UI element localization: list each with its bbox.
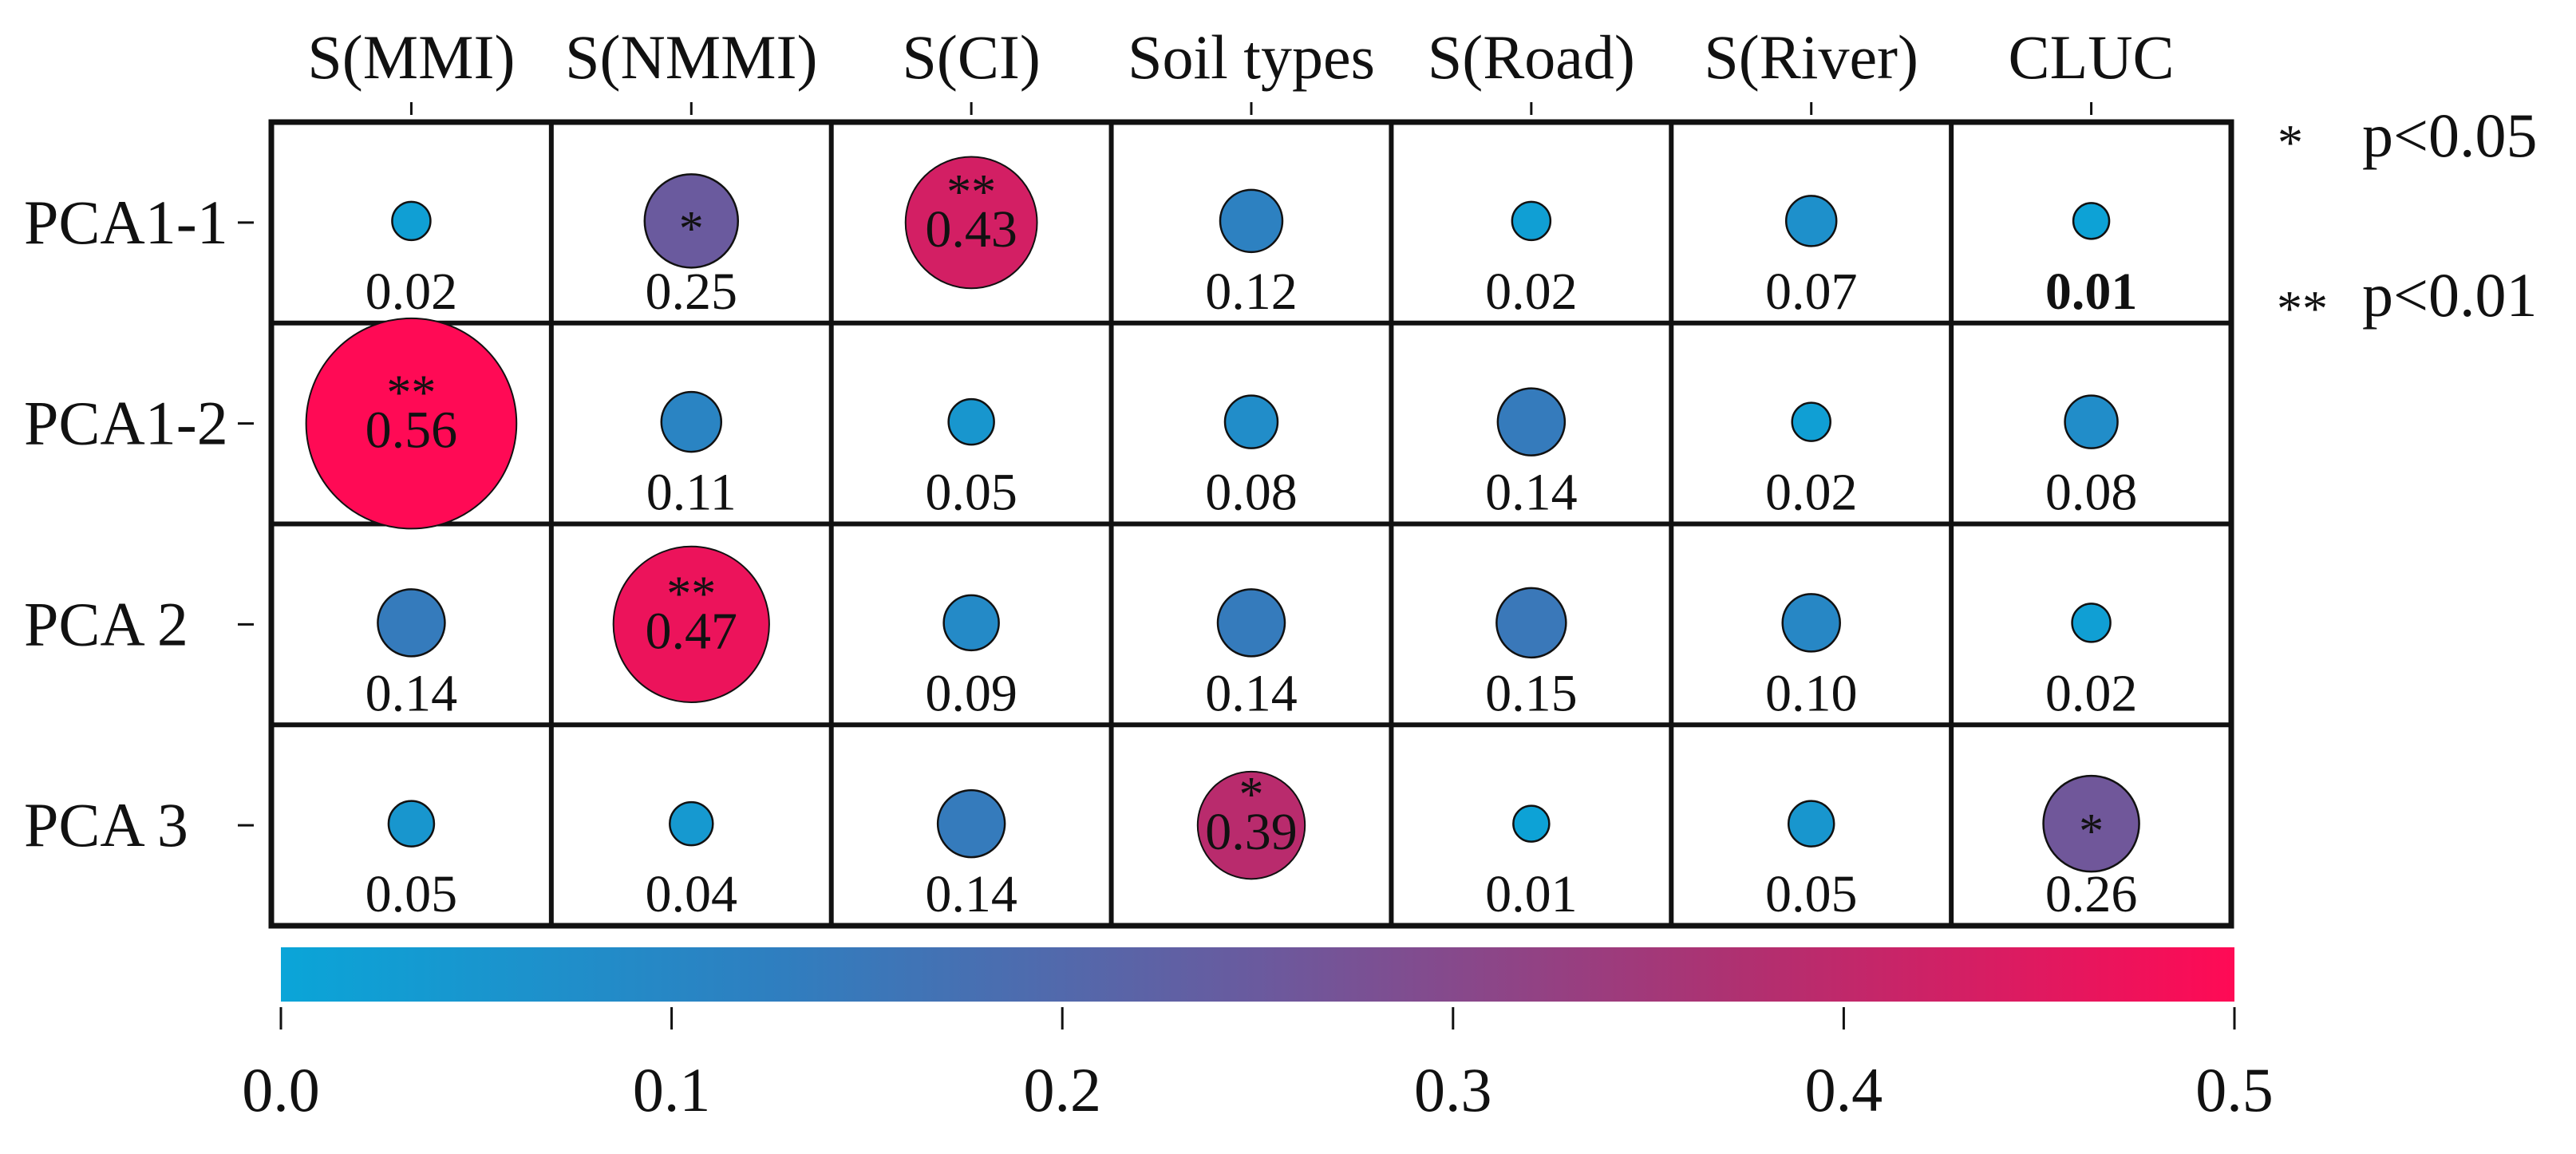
bubble [947,397,995,446]
bubble [1496,387,1567,456]
value-label: 0.14 [1485,464,1578,522]
bubble [377,588,446,658]
value-label: 0.04 [646,865,738,923]
value-label: 0.10 [1765,664,1858,722]
value-label: 0.02 [2045,664,2138,722]
bubble [942,594,1000,652]
value-label: 0.01 [1485,865,1578,923]
bubble [1512,804,1551,843]
value-label: 0.01 [2045,263,2138,321]
column-label: CLUC [2009,22,2175,92]
significance-marker: ** [666,567,716,621]
bubble [305,317,518,530]
value-label: 0.56 [365,401,458,460]
value-label: 0.43 [925,200,1017,259]
significance-marker: * [2079,804,2104,859]
column-label: S(MMI) [307,22,515,92]
colorbar-tick-label: 0.4 [1805,1055,1883,1124]
colorbar-tick-label: 0.0 [242,1055,320,1124]
bubble [936,788,1006,859]
column-label: S(Road) [1428,22,1635,92]
bubble [669,800,714,847]
bubble [2064,394,2119,449]
bubbles [305,156,2140,880]
value-label: 0.05 [1765,865,1858,923]
bubble [1781,593,1841,653]
bubble [387,800,436,848]
value-label: 0.14 [365,664,458,722]
bubble [643,173,740,269]
significance-legend: * p<0.05 ** p<0.01 [2277,101,2538,337]
value-label: 0.47 [646,602,738,660]
bubble [904,156,1038,290]
bubble [1216,588,1286,658]
value-label: 0.26 [2045,865,2138,923]
bubble [2071,603,2112,643]
colorbar-tick-label: 0.3 [1414,1055,1492,1124]
row-label: PCA1-2 [24,389,228,458]
colorbar-tick-label: 0.5 [2195,1055,2274,1124]
grid [268,119,2234,929]
bubble [391,200,432,242]
row-label: PCA 2 [24,589,188,658]
value-label: 0.15 [1485,664,1578,722]
significance-markers: ********* [386,165,2104,859]
bubble [660,390,723,453]
value-label: 0.02 [1765,464,1858,522]
bubble [612,545,770,703]
bubble [1223,394,1279,449]
column-label: S(River) [1704,22,1918,92]
value-label: 0.07 [1765,263,1858,321]
value-label: 0.39 [1205,803,1298,861]
colorbar: 0.0 0.1 0.2 0.3 0.4 0.5 [242,947,2274,1124]
bubble [1196,770,1306,880]
value-label: 0.02 [365,263,458,321]
value-label: 0.05 [925,464,1017,522]
legend-label-1: p<0.05 [2362,101,2538,170]
value-label: 0.11 [646,464,737,522]
bubble [1219,188,1284,254]
bubble [1495,587,1567,659]
value-label: 0.08 [1205,464,1298,522]
colorbar-tick-label: 0.1 [633,1055,711,1124]
value-label: 0.05 [365,865,458,923]
colorbar-tick-label: 0.2 [1023,1055,1101,1124]
value-label: 0.12 [1205,263,1298,321]
column-label: Soil types [1128,22,1375,92]
value-labels: 0.02 0.25 0.43 0.12 0.02 0.07 0.01 0.56 0.11 0.05… [365,200,2138,923]
legend-symbol-1: * [2278,114,2303,171]
value-label: 0.09 [925,664,1017,722]
row-label: PCA1-1 [24,188,228,257]
significance-marker: ** [386,366,436,421]
colorbar-ticks: 0.0 0.1 0.2 0.3 0.4 0.5 [242,1007,2274,1124]
significance-marker: * [1239,768,1264,822]
bubble [1511,200,1552,242]
value-label: 0.08 [2045,464,2138,522]
value-label: 0.14 [925,865,1017,923]
legend-symbol-2: ** [2277,280,2328,337]
column-labels: S(MMI) S(NMMI) S(CI) Soil types S(Road) S(Riv… [307,22,2175,115]
bubble [1791,401,1831,442]
bubble [2042,774,2140,873]
significance-marker: ** [946,165,996,219]
bubble [2072,202,2111,240]
colorbar-gradient [281,947,2234,1002]
significance-marker: * [679,202,704,256]
value-label: 0.25 [646,263,738,321]
legend-label-2: p<0.01 [2362,260,2538,330]
bubble [1784,195,1838,247]
row-labels: PCA1-1 PCA1-2 PCA 2 PCA 3 [24,188,254,860]
value-label: 0.02 [1485,263,1578,321]
column-label: S(NMMI) [565,22,817,92]
row-label: PCA 3 [24,790,188,860]
bubble [1787,800,1835,848]
value-label: 0.14 [1205,664,1298,722]
column-label: S(CI) [902,22,1040,92]
